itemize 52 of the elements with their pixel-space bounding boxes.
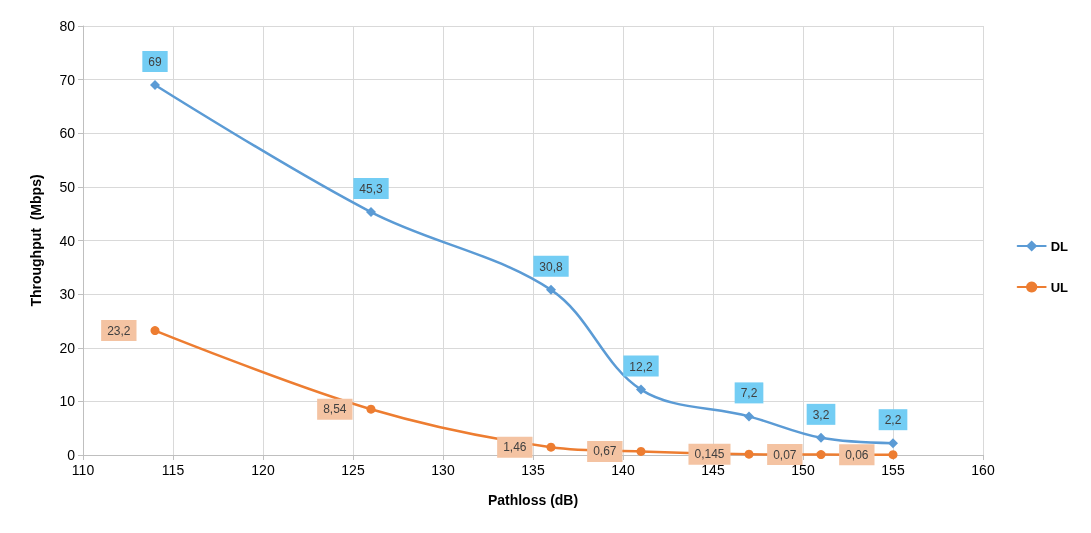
x-tick-label: 160	[971, 462, 995, 478]
x-tick-label: 140	[611, 462, 635, 478]
point	[366, 207, 376, 218]
x-axis-title: Pathloss (dB)	[487, 492, 579, 508]
x-tick-label: 135	[521, 462, 545, 478]
data-label: 3,2	[812, 407, 830, 422]
x-tick-label: 145	[701, 462, 725, 478]
point	[150, 326, 160, 336]
data-label: 0,67	[593, 444, 617, 459]
data-label: 7,2	[740, 386, 758, 401]
y-tick-label: 0	[67, 447, 76, 463]
point	[150, 79, 160, 90]
data-label: 45,3	[359, 182, 383, 197]
y-tick-label: 30	[59, 286, 76, 303]
point	[636, 384, 646, 395]
x-tick-label: 130	[431, 462, 455, 478]
point	[744, 449, 754, 459]
data-label: 0,07	[773, 447, 797, 462]
point	[546, 284, 556, 295]
x-tick-label: 110	[71, 462, 95, 478]
x-tick-label: 150	[791, 462, 815, 478]
point	[546, 442, 556, 452]
x-tick-label: 120	[251, 462, 275, 478]
y-tick-label: 40	[59, 232, 76, 249]
point	[816, 432, 826, 443]
data-label: 69	[148, 54, 162, 69]
y-tick-label: 50	[59, 178, 76, 195]
data-label: 2,2	[884, 413, 902, 428]
point	[744, 411, 754, 422]
y-tick-label: 10	[59, 393, 76, 410]
x-tick-label: 155	[881, 462, 905, 478]
data-label: 30,8	[539, 259, 563, 274]
x-tick-label: 115	[161, 462, 185, 478]
legend-label: DL	[1050, 238, 1069, 254]
y-tick-label: 70	[59, 71, 76, 88]
y-tick-label: 60	[59, 125, 76, 142]
data-label: 0,06	[845, 447, 869, 462]
x-tick-label: 125	[341, 462, 365, 478]
point	[888, 450, 898, 460]
data-label: 0,145	[694, 447, 725, 462]
point	[636, 446, 646, 456]
point	[888, 438, 898, 449]
y-axis-title: Throughput (Mbps)	[28, 174, 44, 307]
point	[816, 450, 826, 460]
legend-label: UL	[1050, 279, 1069, 295]
data-label: 8,54	[323, 402, 347, 417]
point	[366, 404, 376, 414]
y-tick-label: 80	[59, 18, 76, 34]
data-label: 1,46	[503, 440, 527, 455]
data-label: 12,2	[629, 359, 653, 374]
y-tick-label: 20	[59, 339, 76, 356]
data-label: 23,2	[107, 323, 131, 338]
